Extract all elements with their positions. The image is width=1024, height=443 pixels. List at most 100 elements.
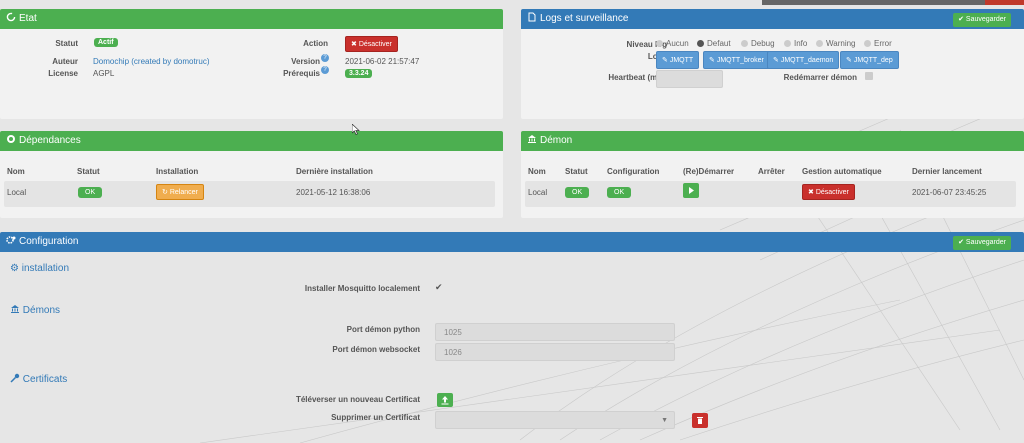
port-websocket-input[interactable]: 1026 <box>435 343 675 361</box>
demon-panel: Démon Nom Statut Configuration (Re)Démar… <box>521 131 1024 218</box>
mosquitto-checkbox[interactable]: ✔ <box>435 282 443 292</box>
delete-label: Supprimer un Certificat <box>331 413 420 422</box>
logs-header: Logs et surveillance ✔ Sauvegarder <box>521 9 1024 29</box>
logs-save-button[interactable]: ✔ Sauvegarder <box>953 13 1011 27</box>
play-icon <box>689 187 694 194</box>
port-python-input[interactable]: 1025 <box>435 323 675 341</box>
configuration-panel: Configuration ✔ Sauvegarder ⚙ installati… <box>0 232 1024 443</box>
installation-section-title: installation <box>21 263 70 274</box>
log-button-label: JMQTT_dep <box>853 57 893 64</box>
refresh-icon <box>6 12 16 22</box>
configuration-header: Configuration ✔ Sauvegarder <box>0 232 1024 252</box>
version-label: Version <box>291 57 320 66</box>
level-radio-error[interactable]: Error <box>864 39 892 48</box>
version-value: 2021-06-02 21:57:47 <box>345 57 420 66</box>
col-statut: Statut <box>77 167 100 176</box>
col-dernier-lancement: Dernier lancement <box>912 167 982 176</box>
license-label: License <box>48 69 78 78</box>
demon-header: Démon <box>521 131 1024 151</box>
redemarrer-checkbox[interactable] <box>865 72 873 80</box>
desactiver-button[interactable]: ✖ Désactiver <box>345 36 398 52</box>
delete-certificat-button[interactable] <box>692 413 708 428</box>
relancer-label: Relancer <box>169 189 198 196</box>
row-nom: Local <box>7 188 27 197</box>
level-radio-warning[interactable]: Warning <box>816 39 856 48</box>
row-derniere: 2021-05-12 16:38:06 <box>296 188 371 197</box>
mosquitto-label: Installer Mosquitto localement <box>304 284 420 293</box>
play-button[interactable] <box>683 183 699 198</box>
etat-panel: Etat Statut Actif Action ✖ Désactiver Au… <box>0 9 503 119</box>
logs-panel: Logs et surveillance ✔ Sauvegarder Nivea… <box>521 9 1024 119</box>
dependances-panel: Dépendances Nom Statut Installation Dern… <box>0 131 503 218</box>
col-arreter: Arrêter <box>758 167 785 176</box>
port-python-label: Port démon python <box>346 325 420 334</box>
prerequis-label: Prérequis <box>283 69 320 78</box>
table-row <box>525 181 1016 207</box>
gestion-desactiver-button[interactable]: ✖ Désactiver <box>802 184 855 200</box>
logs-label: Logs <box>561 52 667 61</box>
col-derniere-installation: Dernière installation <box>296 167 373 176</box>
auteur-link[interactable]: Domochip (created by domotruc) <box>93 57 210 66</box>
col-configuration: Configuration <box>607 167 660 176</box>
statut-badge: Actif <box>94 38 118 47</box>
trash-icon <box>697 417 703 424</box>
level-radio-aucun[interactable]: Aucun <box>656 39 689 48</box>
certificat-select[interactable]: ▼ <box>435 411 675 429</box>
mouse-cursor <box>352 124 360 135</box>
chevron-down-icon: ▼ <box>661 417 668 424</box>
statut-label: Statut <box>55 39 78 48</box>
level-label: Error <box>874 39 892 48</box>
key-icon <box>10 373 20 383</box>
dependances-title: Dépendances <box>19 135 81 146</box>
action-label: Action <box>303 39 328 48</box>
col-nom: Nom <box>528 167 546 176</box>
bank-icon <box>528 135 536 143</box>
log-button-label: JMQTT <box>669 57 694 64</box>
demons-section: Démons <box>10 304 60 316</box>
bank-icon <box>11 305 19 313</box>
redemarrer-label: Redémarrer démon <box>783 73 857 82</box>
certificate-icon <box>7 135 15 143</box>
col-gestion: Gestion automatique <box>802 167 882 176</box>
question-icon[interactable]: ? <box>321 54 329 62</box>
level-radio-info[interactable]: Info <box>784 39 807 48</box>
port-websocket-label: Port démon websocket <box>332 345 420 354</box>
level-label: Defaut <box>707 39 731 48</box>
row-configuration-badge: OK <box>607 187 632 198</box>
demon-title: Démon <box>540 135 573 146</box>
row-nom: Local <box>528 188 548 197</box>
log-button-label: JMQTT_broker <box>716 57 764 64</box>
file-icon <box>528 12 536 22</box>
level-radio-defaut[interactable]: Defaut <box>697 39 731 48</box>
relancer-button[interactable]: ↻ Relancer <box>156 184 204 200</box>
desactiver-label: Désactiver <box>358 41 392 48</box>
row-statut-badge: OK <box>565 187 590 198</box>
etat-title: Etat <box>19 13 37 24</box>
cogs-icon <box>6 236 16 244</box>
log-button-label: JMQTT_daemon <box>780 57 834 64</box>
heartbeat-label: Heartbeat (min) <box>608 73 667 82</box>
level-radio-debug[interactable]: Debug <box>741 39 775 48</box>
log-button-jmqtt-daemon[interactable]: ✎ JMQTT_daemon <box>767 51 840 69</box>
level-label: Debug <box>751 39 775 48</box>
row-statut-badge: OK <box>78 187 103 198</box>
level-label: Warning <box>826 39 856 48</box>
log-button-jmqtt-dep[interactable]: ✎ JMQTT_dep <box>840 51 899 69</box>
log-button-jmqtt-broker[interactable]: ✎ JMQTT_broker <box>703 51 770 69</box>
question-icon[interactable]: ? <box>321 66 329 74</box>
auteur-label: Auteur <box>52 57 78 66</box>
prerequis-badge: 3.3.24 <box>345 69 373 78</box>
upload-icon <box>441 396 449 405</box>
demons-section-title: Démons <box>22 305 61 316</box>
level-label: Aucun <box>666 39 689 48</box>
col-installation: Installation <box>156 167 199 176</box>
log-button-jmqtt[interactable]: ✎ JMQTT <box>656 51 700 69</box>
license-value: AGPL <box>93 69 115 78</box>
config-save-button[interactable]: ✔ Sauvegarder <box>953 236 1011 250</box>
top-toolbar-alert <box>985 0 1024 5</box>
logs-title: Logs et surveillance <box>540 13 629 24</box>
top-toolbar <box>762 0 1024 5</box>
configuration-title: Configuration <box>19 236 79 247</box>
heartbeat-input[interactable] <box>656 70 723 88</box>
upload-button[interactable] <box>437 393 453 407</box>
